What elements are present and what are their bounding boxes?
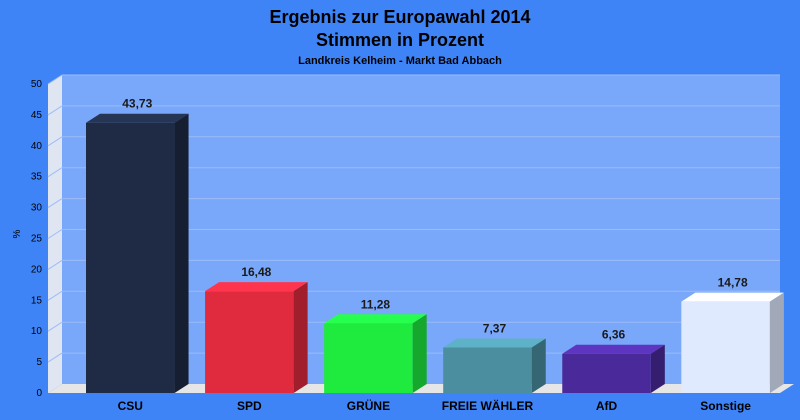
x-tick-label: FREIE WÄHLER [442, 398, 534, 413]
gridline-side [47, 229, 63, 239]
data-label: 16,48 [241, 265, 271, 279]
bar-grüne [324, 323, 413, 393]
bar-side [650, 344, 665, 393]
bar-top [562, 344, 665, 354]
data-label: 11,28 [361, 297, 391, 311]
bar-side [293, 282, 308, 393]
y-tick-label: 40 [31, 141, 43, 152]
bar-side [174, 113, 189, 393]
chart-subtitle: Stimmen in Prozent [316, 30, 484, 50]
data-label: 6,36 [602, 328, 626, 342]
x-tick-label: SPD [237, 399, 262, 413]
plot-area: 0 5 10 15 20 25 30 35 40 45 50 43,73 CSU 16,48 SPD 11,2… [31, 74, 794, 413]
bar-top [86, 113, 189, 123]
bar-sonstige [681, 301, 770, 393]
x-tick-label: GRÜNE [347, 398, 390, 413]
y-tick-label: 5 [36, 357, 42, 368]
y-tick-label: 15 [31, 295, 43, 306]
y-tick-label: 45 [31, 110, 43, 121]
y-tick-label: 0 [36, 388, 42, 399]
gridline-side [47, 136, 63, 147]
bar-side [412, 314, 427, 393]
y-tick-label: 25 [31, 234, 43, 245]
x-tick-label: CSU [118, 399, 143, 413]
y-tick-label: 30 [31, 203, 43, 214]
gridline-side [47, 352, 63, 363]
gridline-side [47, 74, 63, 85]
y-tick-label: 20 [31, 264, 43, 275]
bar-freie-wähler [443, 347, 532, 393]
gridline-side [47, 290, 63, 301]
y-tick-label: 50 [31, 79, 43, 90]
data-label: 7,37 [483, 321, 507, 335]
y-tick-label: 35 [31, 172, 43, 183]
y-axis-label: % [12, 229, 23, 238]
data-label: 14,78 [718, 276, 748, 290]
x-tick-label: Sonstige [700, 399, 751, 413]
bar-top [205, 282, 308, 292]
gridline-side [47, 105, 63, 116]
data-label: 43,73 [122, 97, 152, 111]
bar-top [681, 292, 784, 302]
gridline-side [47, 259, 63, 270]
bar-top [443, 338, 546, 348]
gridline-side [47, 198, 63, 209]
bar-side [531, 338, 546, 393]
gridline-side [47, 321, 63, 332]
bar-spd [205, 291, 294, 393]
gridline-side [47, 167, 63, 178]
bar-csu [86, 122, 175, 393]
bar-side [769, 292, 784, 393]
chart-title: Ergebnis zur Europawahl 2014 [269, 7, 530, 27]
bar-top [324, 314, 427, 324]
y-tick-label: 10 [31, 326, 43, 337]
x-tick-label: AfD [596, 399, 618, 413]
chart-caption: Landkreis Kelheim - Markt Bad Abbach [298, 55, 502, 67]
bar-afd [562, 353, 651, 393]
